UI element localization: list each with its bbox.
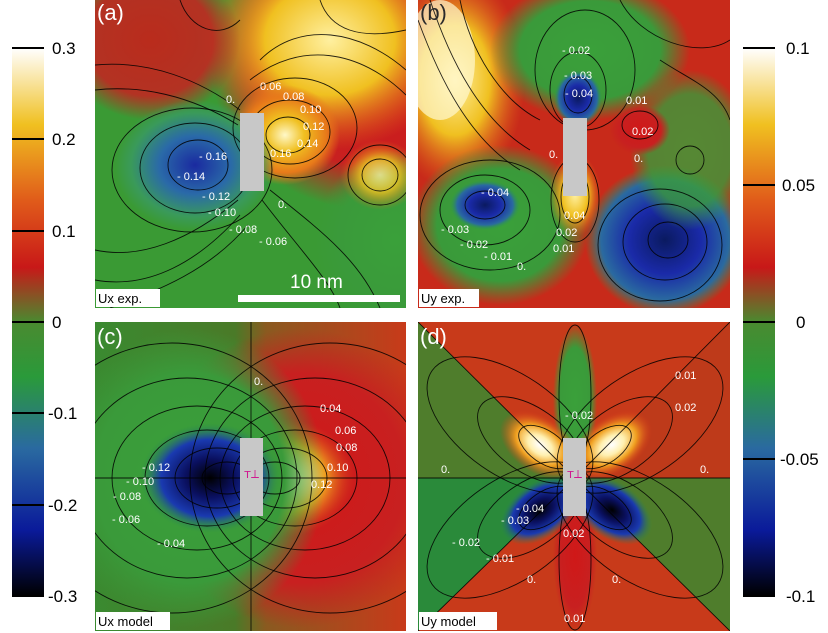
panel-c-contour-label: 0.08	[336, 442, 357, 454]
panel-b-tag-box	[419, 289, 479, 307]
panel-c-tag-box	[96, 612, 170, 630]
panel-a-contour-label: 0.	[226, 94, 235, 106]
panel-a-tag-box	[96, 289, 160, 307]
left-colorbar-ticks	[12, 47, 44, 597]
panel-d-tag: Uy model	[421, 614, 476, 629]
panel-c-contour-label: - 0.06	[112, 514, 140, 526]
panel-d: ᴛ⟂ 0.01 0.02 - 0.02 0. 0. - 0.04 - 0.03 …	[418, 322, 730, 631]
left-tick-label: -0.2	[48, 496, 77, 515]
scale-bar-label: 10 nm	[290, 272, 343, 293]
right-tick-label: -0.05	[780, 450, 819, 469]
panel-b-contours	[418, 0, 730, 302]
right-colorbar: 0.1 0.05 0 -0.05 -0.1	[743, 39, 819, 606]
panel-a-contour-label: - 0.08	[229, 224, 257, 236]
panel-b-tag: Uy exp.	[421, 291, 465, 306]
panel-b-contour-label: 0.	[634, 153, 643, 165]
left-tick-label: 0.3	[52, 39, 76, 58]
panel-a-contour-label: - 0.14	[177, 171, 205, 183]
panel-b-dislocation-marker	[563, 118, 587, 196]
panel-b-contour-label: - 0.02	[460, 239, 488, 251]
panel-b-contour-label: 0.04	[564, 210, 585, 222]
panel-d-dislocation-symbol: ᴛ⟂	[567, 467, 582, 481]
right-colorbar-ticks	[743, 47, 775, 597]
panel-c-dislocation-symbol: ᴛ⟂	[244, 467, 259, 481]
panel-a-contour-label: - 0.10	[208, 207, 236, 219]
panel-c-contour-label: - 0.04	[157, 538, 185, 550]
panel-a-contours	[95, 0, 406, 308]
left-tick-label: -0.3	[48, 587, 77, 606]
panel-c-contour-label: 0.04	[320, 403, 341, 415]
panel-d-tag-box	[419, 612, 497, 630]
panel-d-contour-label: - 0.02	[452, 537, 480, 549]
panel-d-contour-label: 0.	[527, 574, 536, 586]
panel-b-contour-label: - 0.04	[565, 88, 593, 100]
panel-b-contour-label: 0.02	[556, 227, 577, 239]
panel-d-contour-label: 0.02	[675, 402, 696, 414]
panel-d-contour-label: 0.	[441, 464, 450, 476]
panel-c-tag: Ux model	[98, 614, 153, 629]
panel-d-contour-label: - 0.01	[486, 553, 514, 565]
panel-b-contour-label: - 0.01	[484, 251, 512, 263]
panel-a-contour-label: 0.	[278, 199, 287, 211]
panel-c-dislocation-marker	[240, 438, 263, 516]
panel-d-contour-label: 0.01	[564, 613, 585, 625]
panel-c-contour-label: 0.	[254, 376, 263, 388]
panel-d-contour-label: 0.02	[563, 528, 584, 540]
panel-d-dislocation-marker	[563, 438, 586, 516]
panel-d-contour-label: - 0.04	[516, 503, 544, 515]
panel-b-contour-label: 0.01	[626, 95, 647, 107]
panel-a-contour-label: - 0.12	[202, 191, 230, 203]
panel-c-letter: (c)	[97, 324, 123, 349]
panel-d-contour-label: - 0.02	[565, 410, 593, 422]
panel-b-contour-label: 0.02	[632, 126, 653, 138]
panel-b: - 0.02 - 0.03 - 0.04 0.01 0.02 0. 0. - 0…	[418, 0, 730, 308]
panel-a-contour-label: 0.08	[283, 91, 304, 103]
panel-b-contour-label: 0.01	[553, 243, 574, 255]
panel-a-contour-label: 0.16	[270, 148, 291, 160]
right-tick-label: -0.1	[786, 587, 815, 606]
panel-c-contour-label: - 0.12	[142, 462, 170, 474]
right-tick-label: 0.1	[786, 39, 810, 58]
right-tick-label: 0	[796, 313, 805, 332]
panel-c-contour-label: - 0.08	[113, 491, 141, 503]
panel-b-contour-label: - 0.02	[562, 45, 590, 57]
panel-a-contour-label: 0.10	[300, 104, 321, 116]
left-tick-label: -0.1	[48, 404, 77, 423]
panel-b-contour-label: 0.	[517, 261, 526, 273]
panel-c: ᴛ⟂ 0. 0.04 0.06 0.08 0.10 0.12 - 0.12 - …	[95, 322, 406, 631]
panel-b-letter: (b)	[420, 0, 447, 25]
panel-d-contour-label: 0.	[612, 574, 621, 586]
panel-a-letter: (a)	[97, 0, 124, 25]
panel-a-contour-label: 0.12	[303, 121, 324, 133]
panel-a-tag: Ux exp.	[98, 291, 142, 306]
left-colorbar: 0.3 0.2 0.1 0 -0.1 -0.2 -0.3	[12, 39, 77, 606]
panel-d-contour-label: 0.	[700, 464, 709, 476]
panel-d-contour-label: - 0.03	[501, 515, 529, 527]
panel-d-letter: (d)	[420, 324, 447, 349]
left-tick-label: 0.1	[52, 222, 76, 241]
panel-b-contour-label: 0.	[549, 149, 558, 161]
panel-a-contour-label: - 0.16	[199, 151, 227, 163]
panel-a-contour-label: 0.14	[297, 138, 318, 150]
panel-c-contour-label: 0.12	[311, 479, 332, 491]
panel-b-contour-label: - 0.04	[481, 187, 509, 199]
panel-c-contour-label: - 0.10	[126, 476, 154, 488]
panel-a: 0.06 0.08 0.10 0.12 0.14 0.16 0. - 0.16 …	[95, 0, 406, 308]
panel-b-contour-label: - 0.03	[441, 224, 469, 236]
left-tick-label: 0.2	[52, 130, 76, 149]
right-tick-label: 0.05	[782, 176, 815, 195]
panel-a-dislocation-marker	[240, 113, 264, 191]
panel-d-contour-label: 0.01	[675, 370, 696, 382]
panel-a-contour-label: 0.06	[260, 81, 281, 93]
panel-b-contour-label: - 0.03	[564, 70, 592, 82]
left-tick-label: 0	[52, 313, 61, 332]
panel-c-contour-label: 0.10	[327, 462, 348, 474]
panel-c-contour-label: 0.06	[335, 425, 356, 437]
panel-a-contour-label: - 0.06	[259, 236, 287, 248]
scale-bar	[238, 295, 400, 302]
